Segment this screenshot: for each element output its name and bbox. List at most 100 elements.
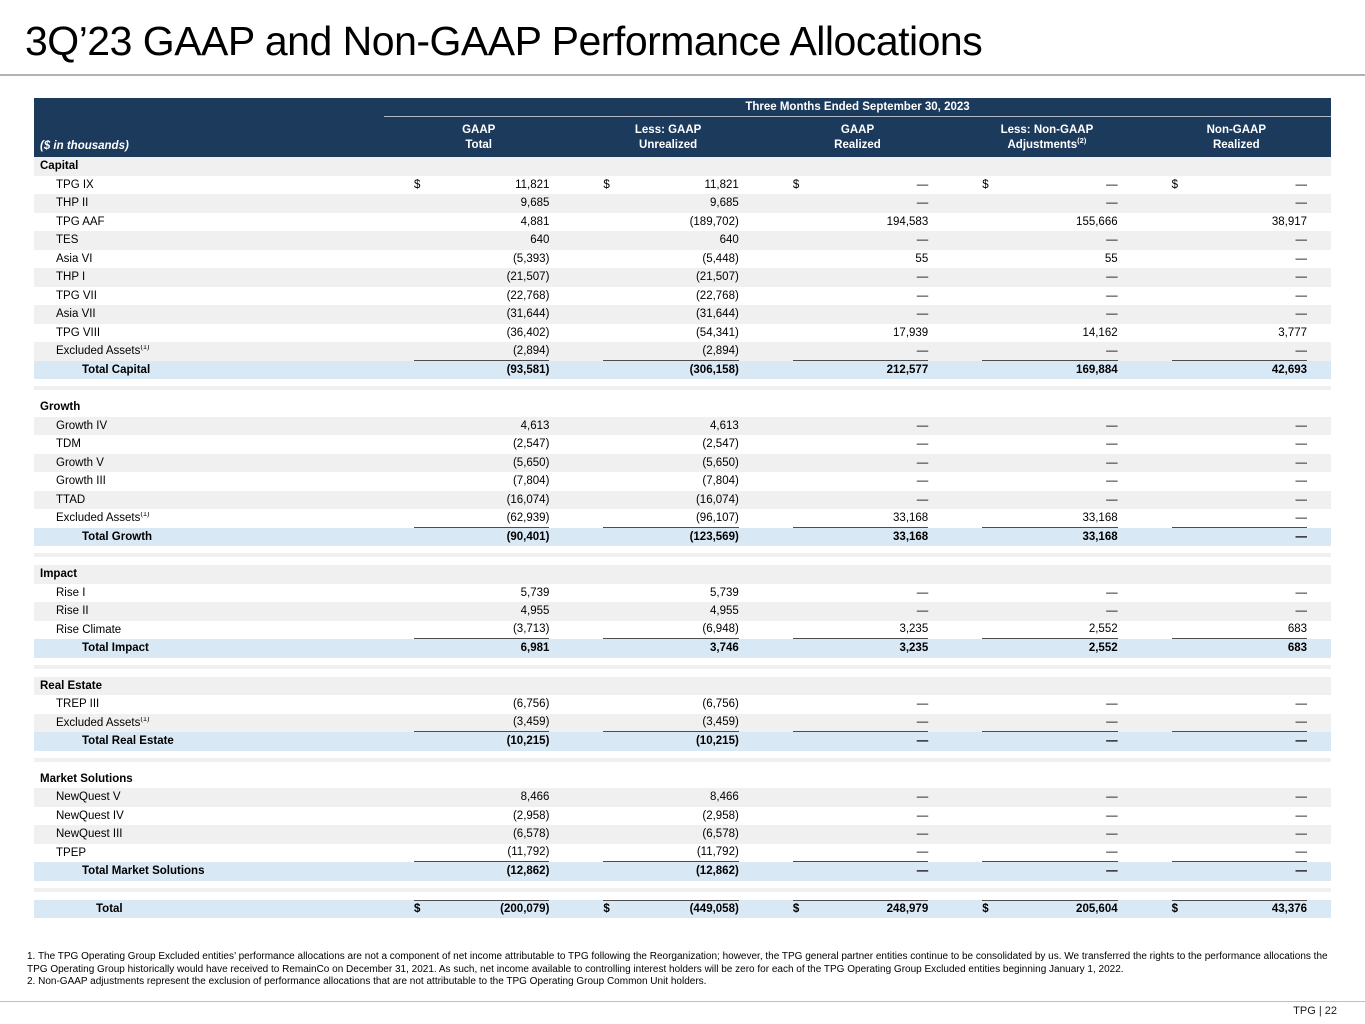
row-label: TPG IX: [56, 178, 94, 191]
cell-value: 248,979: [886, 903, 929, 916]
table-cell: (189,702): [573, 213, 762, 232]
table-cell: 5,739: [573, 584, 762, 603]
table-cell: (31,644): [384, 305, 573, 324]
cell-value: —: [1106, 197, 1118, 210]
table-cell: (16,074): [384, 491, 573, 510]
cell-value: 2,552: [1088, 623, 1118, 636]
section-total-row: Total Growth (90,401) (123,569) 33,168 33,16…: [34, 527, 1331, 546]
table-cell: 8,466: [384, 788, 573, 807]
cell-value: —: [916, 271, 929, 284]
cell-value: (123,569): [689, 530, 739, 543]
cell-value: —: [1106, 419, 1118, 432]
table-cell: —: [763, 844, 952, 862]
cell-value: —: [1106, 234, 1118, 247]
table-cell: —: [952, 454, 1141, 473]
row-label: TTAD: [56, 493, 86, 506]
cell-value: 4,613: [710, 419, 739, 432]
currency-symbol: $: [1171, 178, 1179, 191]
row-label: Growth V: [56, 456, 104, 469]
table-cell: [952, 565, 1141, 584]
table-cell: —: [763, 714, 952, 732]
footnote: 2. Non-GAAP adjustments represent the ex…: [27, 976, 707, 987]
cell-value: —: [1106, 271, 1118, 284]
table-cell: [1142, 565, 1331, 584]
section-header-row: Growth: [34, 398, 1331, 417]
cell-value: —: [1106, 493, 1118, 506]
cell-value: —: [1106, 475, 1118, 488]
table-row: TPG AAF 4,881 (189,702) 194,583 155,666 38,91…: [34, 213, 1331, 232]
table-cell: —: [763, 862, 952, 881]
table-row: TPEP (11,792) (11,792) — — —: [34, 844, 1331, 862]
table-cell: (11,792): [573, 844, 762, 862]
currency-symbol: $: [1171, 903, 1179, 916]
table-cell: —: [952, 602, 1141, 621]
table-row: NewQuest IV (2,958) (2,958) — — —: [34, 807, 1331, 826]
row-label: Total Growth: [82, 530, 153, 543]
cell-value: —: [1295, 865, 1308, 878]
table-cell: 194,583: [763, 213, 952, 232]
cell-value: 640: [530, 234, 550, 247]
cell-value: 55: [915, 252, 929, 265]
cell-value: —: [1295, 791, 1308, 804]
table-cell: $ —: [952, 176, 1141, 195]
cell-value: —: [916, 289, 929, 302]
cell-value: 17,939: [893, 326, 929, 339]
title-divider: [0, 74, 1365, 76]
table-cell: 14,162: [952, 324, 1141, 343]
cell-value: 33,168: [893, 530, 929, 543]
cell-value: —: [916, 716, 929, 729]
row-label: THP I: [56, 271, 86, 284]
cell-value: —: [1295, 530, 1308, 543]
table-cell: —: [763, 194, 952, 213]
table-cell: (10,215): [573, 732, 762, 751]
cell-value: —: [916, 846, 929, 859]
table-cell: (54,341): [573, 324, 762, 343]
cell-value: 683: [1287, 623, 1308, 636]
table-cell: (5,393): [384, 250, 573, 269]
row-label: Total Impact: [82, 642, 149, 655]
table-cell: 683: [1142, 621, 1331, 639]
cell-value: 33,168: [1082, 511, 1118, 524]
table-cell: —: [763, 807, 952, 826]
cell-value: (5,448): [702, 252, 739, 265]
table-cell: 9,685: [573, 194, 762, 213]
table-cell: 212,577: [763, 361, 952, 380]
cell-value: (200,079): [500, 903, 550, 916]
cell-value: (306,158): [689, 363, 739, 376]
page-title: 3Q’23 GAAP and Non-GAAP Performance Allo…: [25, 18, 983, 64]
table-cell: —: [952, 732, 1141, 751]
currency-symbol: $: [414, 903, 421, 916]
cell-value: —: [1106, 698, 1118, 711]
cell-value: (5,650): [512, 456, 550, 469]
cell-value: 8,466: [520, 791, 550, 804]
currency-symbol: $: [603, 903, 610, 916]
table-row: TPG VIII (36,402) (54,341) 17,939 14,162 3,77…: [34, 324, 1331, 343]
cell-value: (3,459): [512, 716, 550, 729]
cell-value: —: [916, 438, 929, 451]
cell-value: —: [1106, 586, 1118, 599]
table-cell: —: [1142, 454, 1331, 473]
cell-value: 14,162: [1082, 326, 1118, 339]
table-cell: (36,402): [384, 324, 573, 343]
table-row: NewQuest III (6,578) (6,578) — — —: [34, 825, 1331, 844]
table-cell: [763, 398, 952, 417]
cell-value: (6,578): [702, 828, 739, 841]
row-label: TREP III: [56, 698, 100, 711]
table-cell: [1142, 677, 1331, 696]
table-cell: —: [1142, 417, 1331, 436]
currency-symbol: $: [414, 178, 421, 191]
table-cell: (22,768): [573, 287, 762, 306]
row-label: Total Market Solutions: [82, 865, 205, 878]
table-cell: [384, 677, 573, 696]
table-cell: —: [763, 231, 952, 250]
cell-value: 3,746: [710, 642, 739, 655]
table-cell: (21,507): [384, 268, 573, 287]
table-cell: —: [952, 788, 1141, 807]
table-cell: [573, 770, 762, 789]
row-label: Asia VII: [56, 308, 96, 321]
table-cell: 3,235: [763, 639, 952, 658]
cell-value: —: [916, 735, 929, 748]
table-cell: [573, 565, 762, 584]
cell-value: 683: [1287, 642, 1308, 655]
table-cell: 4,613: [384, 417, 573, 436]
